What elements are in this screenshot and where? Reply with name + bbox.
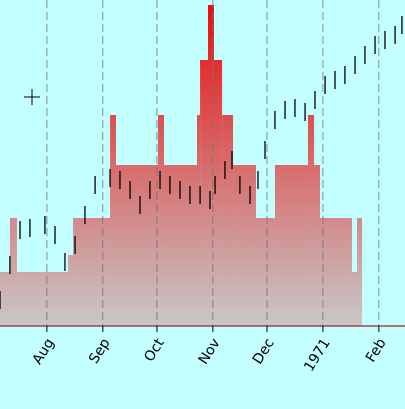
histogram-bar xyxy=(233,165,256,326)
histogram-bar xyxy=(73,218,111,326)
x-tick-label: Feb xyxy=(363,336,390,366)
histogram-bar xyxy=(0,272,10,326)
plot-area xyxy=(0,0,403,326)
histogram-bar xyxy=(200,60,209,326)
histogram-bar xyxy=(255,218,275,326)
x-tick-label: Aug xyxy=(30,336,58,368)
histogram-bar xyxy=(351,272,358,326)
histogram-bar xyxy=(307,115,315,326)
histogram-bar xyxy=(357,218,363,326)
histogram-bar xyxy=(110,115,116,326)
histogram-bar xyxy=(320,218,352,326)
x-tick-label: Nov xyxy=(196,336,224,368)
histogram-bar xyxy=(9,218,17,326)
x-tick-label: Dec xyxy=(250,336,278,367)
histogram-bar xyxy=(158,115,164,326)
histogram-bar xyxy=(68,255,74,326)
crosshair xyxy=(24,89,40,105)
x-tick-label: Oct xyxy=(141,335,168,364)
histogram-bar xyxy=(274,165,308,326)
histogram-bar xyxy=(208,5,214,326)
histogram-bar xyxy=(115,165,159,326)
histogram-bar xyxy=(213,60,223,326)
histogram-bar xyxy=(16,272,69,326)
histogram-bar xyxy=(222,115,234,326)
x-tick-label: Sep xyxy=(86,336,114,367)
x-tick-label: 1971 xyxy=(301,336,333,375)
histogram-bar xyxy=(196,115,201,326)
histogram-bar xyxy=(314,165,321,326)
